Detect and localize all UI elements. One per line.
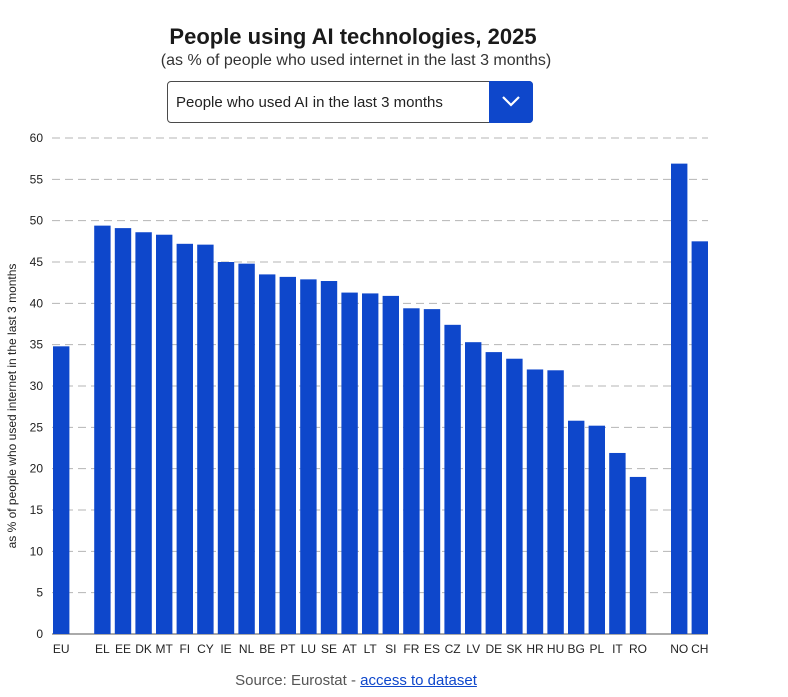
bar-no (671, 163, 688, 635)
bar-pt (279, 276, 296, 634)
x-tick-label: IT (612, 642, 623, 656)
bar-es (423, 309, 441, 634)
x-tick-label: FR (403, 642, 419, 656)
y-tick-label: 0 (36, 627, 43, 641)
y-tick-label: 20 (30, 462, 44, 476)
bar-lv (465, 342, 482, 634)
y-tick-label: 5 (36, 586, 43, 600)
y-tick-label: 55 (30, 172, 44, 186)
x-tick-label: EL (95, 642, 110, 656)
bar-ie (217, 262, 235, 634)
bar-ro (629, 476, 647, 634)
source-line: Source: Eurostat - access to dataset (0, 672, 712, 689)
x-tick-label: LT (364, 642, 378, 656)
bar-ee (114, 228, 132, 634)
bar-be (259, 274, 276, 634)
bar-sk (506, 358, 523, 634)
x-tick-label: RO (629, 642, 647, 656)
x-tick-label: IE (220, 642, 231, 656)
x-tick-label: HU (547, 642, 564, 656)
x-tick-label: NO (670, 642, 688, 656)
bar-pl (588, 425, 605, 634)
bar-at (341, 292, 358, 634)
chart-subtitle: (as % of people who used internet in the… (160, 52, 552, 69)
x-tick-label: BG (568, 642, 585, 656)
x-tick-label: CH (691, 642, 708, 656)
bar-de (485, 352, 502, 634)
x-tick-label: DE (485, 642, 502, 656)
x-tick-label: LV (466, 642, 480, 656)
x-tick-label: PL (589, 642, 604, 656)
access-dataset-link[interactable]: access to dataset (360, 672, 477, 689)
y-tick-label: 50 (30, 214, 44, 228)
bar-chart: 0 5 10 15 20 25 30 35 40 45 50 55 60 as % of people w… (5, 131, 708, 656)
dropdown-selected-value: People who used AI in the last 3 months (176, 94, 443, 111)
x-tick-label: BE (259, 642, 275, 656)
x-tick-label: SK (506, 642, 522, 656)
x-tick-label: AT (342, 642, 357, 656)
bar-hr (526, 369, 544, 634)
bar-se (320, 281, 338, 634)
bar-lu (300, 279, 317, 634)
dropdown-toggle-button[interactable] (489, 81, 533, 123)
bar-dk (135, 232, 152, 634)
source-label: Source: Eurostat - (235, 672, 361, 689)
x-tick-label: MT (156, 642, 174, 656)
y-tick-label: 45 (30, 255, 44, 269)
x-tick-label: SI (385, 642, 396, 656)
y-tick-label: 40 (30, 296, 44, 310)
x-tick-label: LU (301, 642, 316, 656)
y-tick-label: 15 (30, 503, 44, 517)
x-tick-label: EU (53, 642, 70, 656)
bar-bg (568, 420, 585, 634)
y-tick-label: 60 (30, 131, 44, 145)
x-tick-label: ES (424, 642, 440, 656)
bar-lt (362, 293, 379, 634)
bar-ch (691, 241, 708, 634)
x-tick-label: EE (115, 642, 131, 656)
x-tick-label: CZ (445, 642, 461, 656)
x-tick-label: NL (239, 642, 255, 656)
y-tick-label: 25 (30, 420, 44, 434)
bar-nl (238, 263, 255, 634)
y-tick-label: 35 (30, 338, 44, 352)
bar-eu (53, 346, 70, 634)
bar-fi (176, 243, 193, 634)
bar-hu (547, 370, 564, 634)
x-tick-label: CY (197, 642, 214, 656)
bar-si (382, 295, 399, 634)
bar-mt (156, 234, 173, 634)
x-tick-label: FI (179, 642, 190, 656)
bar-cy (197, 244, 214, 634)
x-tick-label: DK (135, 642, 152, 656)
bar-cz (444, 324, 461, 634)
indicator-dropdown[interactable]: People who used AI in the last 3 months (167, 81, 533, 123)
chevron-down-icon (502, 96, 520, 107)
y-tick-label: 30 (30, 379, 44, 393)
x-tick-label: SE (321, 642, 337, 656)
chart-title: People using AI technologies, 2025 (169, 24, 537, 49)
bar-el (94, 225, 111, 635)
x-tick-label: PT (280, 642, 296, 656)
y-axis-label: as % of people who used internet in the … (5, 264, 19, 549)
y-tick-label: 10 (30, 544, 44, 558)
bar-fr (403, 308, 420, 634)
bar-it (609, 452, 626, 634)
x-tick-label: HR (526, 642, 544, 656)
